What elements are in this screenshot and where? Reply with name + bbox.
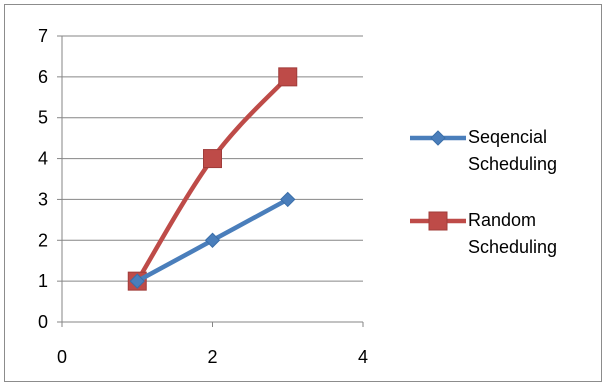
data-point-seqencial-1: [129, 273, 145, 289]
data-point-seqencial-2: [204, 232, 221, 248]
x-axis-tick-labels: 0 2 4: [57, 347, 368, 367]
legend-label-random: Scheduling: [468, 237, 557, 257]
y-axis-tick-labels: 0 1 2 3 4 5 6 7: [38, 26, 48, 332]
legend-item-random: Random Scheduling: [410, 210, 557, 257]
data-point-random-2: [203, 149, 222, 169]
series-seqencial: [129, 191, 296, 289]
legend-label-seqencial: Scheduling: [468, 154, 557, 174]
y-tick-label: 4: [38, 149, 48, 169]
legend-marker-random: [428, 211, 448, 231]
legend: Seqencial Scheduling Random Scheduling: [410, 127, 557, 257]
data-point-random-3: [278, 67, 298, 87]
y-tick-label: 7: [38, 26, 48, 46]
y-tick-label: 2: [38, 230, 48, 250]
gridlines: [62, 35, 363, 282]
axes: [57, 35, 364, 327]
legend-item-seqencial: Seqencial Scheduling: [410, 127, 557, 174]
x-tick-label: 0: [57, 347, 67, 367]
chart-frame: [4, 4, 602, 382]
y-tick-label: 3: [38, 189, 48, 209]
y-tick-label: 1: [38, 271, 48, 291]
legend-marker-seqencial: [430, 130, 446, 146]
series-line-random: [135, 74, 290, 284]
series-random: [127, 67, 298, 291]
legend-label-random: Random: [468, 210, 536, 230]
series-group: [127, 67, 298, 291]
y-tick-label: 5: [38, 108, 48, 128]
y-tick-label: 6: [38, 67, 48, 87]
data-point-seqencial-3: [280, 191, 296, 208]
x-tick-label: 2: [207, 347, 217, 367]
x-tick-label: 4: [358, 347, 368, 367]
y-tick-label: 0: [38, 312, 48, 332]
legend-label-seqencial: Seqencial: [468, 127, 547, 147]
